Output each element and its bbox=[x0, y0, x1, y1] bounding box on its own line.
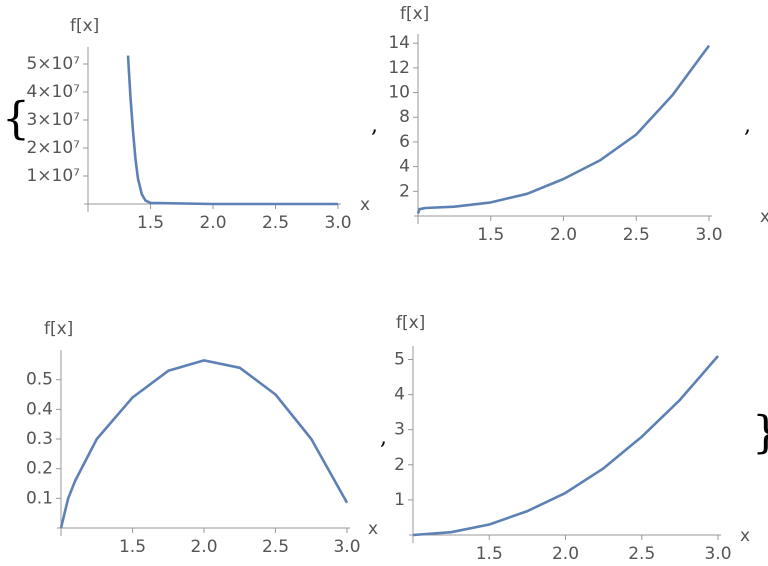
x-tick-label: 3.0 bbox=[704, 544, 731, 564]
y-axis-label: f[x] bbox=[396, 313, 425, 333]
x-tick-label: 1.5 bbox=[477, 225, 504, 245]
separator: , bbox=[744, 113, 751, 138]
y-tick-label: 0.3 bbox=[26, 429, 53, 449]
y-tick-label: 3×10⁷ bbox=[26, 110, 80, 130]
x-tick-label: 2.0 bbox=[190, 537, 217, 557]
y-tick-label: 1 bbox=[394, 490, 405, 510]
y-tick-label: 6 bbox=[399, 132, 410, 152]
y-tick-label: 12 bbox=[388, 58, 410, 78]
x-tick-label: 2.0 bbox=[550, 225, 577, 245]
curve bbox=[59, 359, 349, 529]
x-tick-label: 2.5 bbox=[262, 537, 289, 557]
y-tick-label: 3 bbox=[394, 420, 405, 440]
y-tick-label: 4 bbox=[399, 157, 410, 177]
y-tick-label: 8 bbox=[399, 107, 410, 127]
y-tick-label: 2×10⁷ bbox=[26, 138, 80, 158]
x-tick-label: 1.5 bbox=[137, 213, 164, 233]
y-tick-label: 0.1 bbox=[26, 488, 53, 508]
x-tick-label: 2.5 bbox=[262, 213, 289, 233]
y-tick-label: 10 bbox=[388, 83, 410, 103]
y-tick-label: 4×10⁷ bbox=[26, 82, 80, 102]
y-tick-label: 5×10⁷ bbox=[26, 54, 80, 74]
curve bbox=[416, 44, 711, 214]
x-axis-label: x bbox=[368, 519, 378, 539]
x-axis-label: x bbox=[740, 526, 750, 546]
x-tick-label: 3.0 bbox=[695, 225, 722, 245]
y-tick-label: 0.5 bbox=[26, 370, 53, 390]
y-tick-label: 5 bbox=[394, 350, 405, 370]
y-tick-label: 2 bbox=[399, 181, 410, 201]
separator: , bbox=[371, 113, 378, 138]
curve bbox=[126, 55, 338, 206]
y-axis-label: f[x] bbox=[44, 319, 73, 339]
y-tick-label: 2 bbox=[394, 455, 405, 475]
curve bbox=[412, 355, 719, 537]
x-tick-label: 1.5 bbox=[476, 544, 503, 564]
open-brace: { bbox=[2, 94, 30, 145]
x-tick-label: 2.0 bbox=[199, 213, 226, 233]
x-tick-label: 2.5 bbox=[623, 225, 650, 245]
close-brace: } bbox=[752, 408, 768, 459]
x-tick-label: 3.0 bbox=[333, 537, 360, 557]
x-tick-label: 2.0 bbox=[552, 544, 579, 564]
x-tick-label: 2.5 bbox=[628, 544, 655, 564]
x-axis-label: x bbox=[760, 207, 768, 227]
y-tick-label: 0.2 bbox=[26, 459, 53, 479]
y-tick-label: 0.4 bbox=[26, 399, 53, 419]
x-axis-label: x bbox=[360, 195, 370, 215]
y-tick-label: 4 bbox=[394, 385, 405, 405]
y-axis-label: f[x] bbox=[400, 4, 429, 24]
separator: , bbox=[380, 425, 387, 450]
x-tick-label: 1.5 bbox=[119, 537, 146, 557]
y-tick-label: 14 bbox=[388, 33, 410, 53]
y-tick-label: 1×10⁷ bbox=[26, 166, 80, 186]
x-tick-label: 3.0 bbox=[324, 213, 351, 233]
y-axis-label: f[x] bbox=[70, 16, 99, 36]
